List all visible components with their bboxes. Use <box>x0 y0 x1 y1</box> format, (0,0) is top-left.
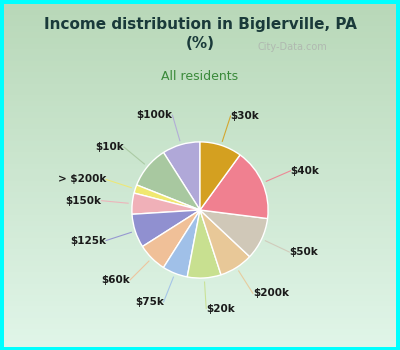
Bar <box>4 324 396 329</box>
Bar <box>4 175 396 181</box>
Bar <box>4 169 396 175</box>
Bar <box>4 249 396 255</box>
Bar <box>4 26 396 32</box>
Bar <box>4 301 396 307</box>
Bar <box>4 204 396 209</box>
Bar <box>4 181 396 187</box>
Bar <box>4 284 396 289</box>
Bar <box>4 124 396 129</box>
Bar <box>4 78 396 84</box>
Bar <box>4 141 396 146</box>
Bar <box>4 272 396 278</box>
Text: $30k: $30k <box>230 111 259 121</box>
Wedge shape <box>142 210 200 267</box>
Bar <box>4 118 396 124</box>
Bar <box>4 329 396 335</box>
Text: City-Data.com: City-Data.com <box>257 42 327 52</box>
Bar <box>4 209 396 215</box>
Wedge shape <box>132 210 200 246</box>
Bar <box>4 49 396 55</box>
Bar <box>4 101 396 106</box>
Bar <box>4 15 396 21</box>
Wedge shape <box>164 210 200 277</box>
Wedge shape <box>200 210 250 275</box>
Bar <box>4 95 396 101</box>
Wedge shape <box>200 155 268 218</box>
Bar <box>4 9 396 15</box>
Text: $40k: $40k <box>291 166 320 176</box>
Bar <box>4 158 396 163</box>
Text: All residents: All residents <box>162 70 238 83</box>
Text: $75k: $75k <box>135 297 164 307</box>
Bar <box>4 289 396 295</box>
Text: $10k: $10k <box>95 142 124 152</box>
Bar <box>4 66 396 72</box>
Bar <box>4 72 396 78</box>
Bar <box>4 278 396 284</box>
Bar <box>4 84 396 89</box>
Bar <box>4 106 396 112</box>
Bar <box>4 38 396 43</box>
Bar <box>4 61 396 66</box>
Bar <box>4 187 396 192</box>
Bar <box>4 232 396 238</box>
Bar <box>4 266 396 272</box>
Bar <box>4 226 396 232</box>
Bar <box>4 318 396 324</box>
Bar <box>4 238 396 244</box>
Bar <box>4 215 396 221</box>
Wedge shape <box>200 210 268 257</box>
Bar <box>4 32 396 38</box>
Bar <box>4 152 396 158</box>
Text: > $200k: > $200k <box>58 175 106 184</box>
Bar <box>4 89 396 95</box>
Bar <box>4 55 396 61</box>
Wedge shape <box>164 142 200 210</box>
Bar <box>4 112 396 118</box>
Bar <box>4 163 396 169</box>
Bar <box>4 341 396 346</box>
Bar <box>4 4 396 9</box>
Bar <box>4 307 396 312</box>
Text: $60k: $60k <box>102 275 130 285</box>
Bar <box>4 146 396 152</box>
Text: Income distribution in Biglerville, PA
(%): Income distribution in Biglerville, PA (… <box>44 18 356 51</box>
Text: $100k: $100k <box>136 110 172 120</box>
Bar <box>4 21 396 26</box>
Text: $200k: $200k <box>253 288 289 299</box>
Bar <box>4 255 396 261</box>
Bar <box>4 312 396 318</box>
Bar <box>4 221 396 226</box>
Bar <box>4 129 396 135</box>
Bar <box>4 43 396 49</box>
Text: $50k: $50k <box>289 247 318 257</box>
Bar <box>4 135 396 141</box>
Wedge shape <box>187 210 221 278</box>
Bar <box>4 192 396 198</box>
Bar <box>4 244 396 249</box>
Bar <box>4 295 396 301</box>
Wedge shape <box>132 193 200 214</box>
Wedge shape <box>134 185 200 210</box>
Wedge shape <box>137 153 200 210</box>
Wedge shape <box>200 142 240 210</box>
Bar <box>4 335 396 341</box>
Text: $150k: $150k <box>66 196 102 206</box>
Bar <box>4 261 396 266</box>
Bar <box>4 198 396 204</box>
Text: $125k: $125k <box>70 236 106 245</box>
Text: $20k: $20k <box>206 303 235 314</box>
